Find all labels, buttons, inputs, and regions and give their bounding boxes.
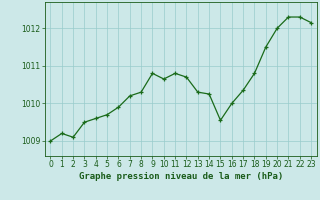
X-axis label: Graphe pression niveau de la mer (hPa): Graphe pression niveau de la mer (hPa) — [79, 172, 283, 181]
